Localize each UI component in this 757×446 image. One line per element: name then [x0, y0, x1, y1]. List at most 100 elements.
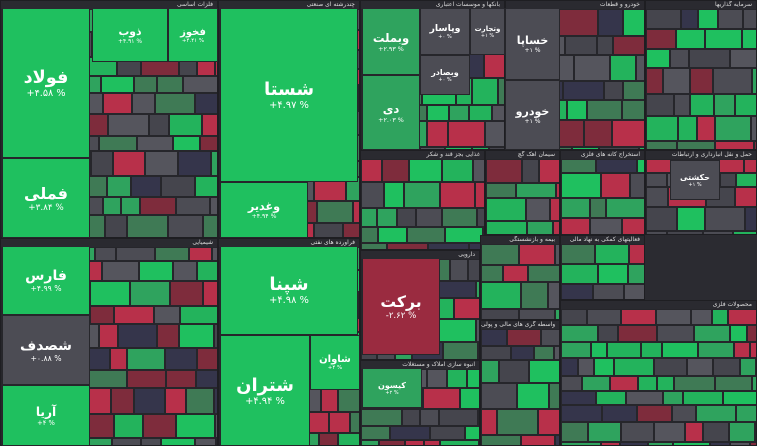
small-tile	[449, 105, 469, 121]
small-tile	[554, 346, 559, 360]
stock-change: +۱ %	[480, 32, 495, 39]
stock-tile[interactable]: وتجارت +۱ %	[470, 8, 505, 55]
small-tile	[620, 442, 648, 445]
small-tile	[549, 383, 559, 409]
stock-tile[interactable]: خودرو +۱ %	[505, 80, 560, 150]
small-tile	[409, 159, 442, 182]
small-tile	[750, 442, 756, 445]
small-tile	[101, 76, 134, 93]
small-tile	[628, 264, 644, 284]
stock-tile[interactable]: وغدیر +۴.۹۴ %	[220, 182, 308, 238]
small-tile	[113, 151, 145, 176]
small-tile	[626, 391, 663, 405]
stock-symbol: وپاسار	[429, 23, 461, 34]
stock-tile[interactable]: آریا +۴ %	[2, 385, 90, 446]
small-tile	[353, 201, 359, 223]
small-tile	[481, 244, 519, 265]
small-tile	[481, 329, 507, 346]
stock-tile[interactable]: فملی +۳.۸۴ %	[2, 158, 90, 238]
small-tile	[114, 306, 154, 324]
stock-tile[interactable]: وبملت +۲.۹۳ %	[362, 8, 420, 75]
small-tile	[416, 208, 442, 227]
sector-title: انبوه سازی املاک و مستغلات	[361, 361, 479, 369]
small-tile	[405, 440, 424, 445]
stock-tile[interactable]: شتران +۴.۹۴ %	[220, 335, 310, 446]
sector-title: شیمیایی	[1, 239, 217, 247]
small-tile	[646, 116, 678, 141]
small-tile	[131, 176, 161, 197]
small-tile	[214, 388, 217, 414]
small-tile	[361, 243, 387, 249]
small-tile	[361, 182, 384, 208]
small-tile	[170, 281, 203, 306]
small-tile	[646, 173, 667, 187]
small-tile	[486, 198, 526, 221]
stock-tile[interactable]: شاوان +۴ %	[310, 335, 360, 390]
small-tile	[390, 426, 430, 440]
small-tile	[694, 325, 730, 342]
stock-tile[interactable]: شستا +۴.۹۷ %	[220, 8, 358, 182]
stock-symbol: حکشتی	[680, 172, 710, 182]
small-tile	[173, 136, 200, 151]
sector-title: غذایی بجز قند و شکر	[361, 151, 484, 159]
stock-change: +۴ %	[37, 418, 55, 427]
small-tile	[329, 412, 350, 433]
stock-change: +۱ %	[524, 118, 541, 125]
small-tile	[590, 218, 622, 234]
stock-tile[interactable]: وبصادر +۰ %	[420, 55, 470, 95]
stock-tile[interactable]: حکشتی +۱ %	[670, 160, 720, 200]
small-tile	[591, 342, 607, 358]
small-tile	[165, 348, 197, 370]
stock-tile[interactable]: شپنا +۴.۹۸ %	[220, 245, 358, 335]
small-tile	[343, 223, 359, 237]
small-tile	[166, 370, 196, 388]
small-tile	[407, 227, 445, 243]
stock-tile[interactable]: کیسون +۲ %	[362, 368, 422, 408]
small-tile	[503, 265, 528, 282]
small-tile	[157, 76, 183, 93]
small-tile	[601, 442, 620, 445]
stock-symbol: دی	[382, 101, 400, 116]
small-tile	[161, 176, 195, 197]
small-tile	[705, 29, 742, 49]
small-tile	[428, 243, 469, 249]
sector-title: خودرو و قطعات	[506, 1, 644, 9]
stock-tile[interactable]: وپاسار +۰ %	[420, 8, 470, 55]
stock-tile[interactable]: برکت -۲.۶۲ %	[362, 258, 440, 355]
stock-tile[interactable]: فخوز +۴.۴۱ %	[168, 8, 218, 62]
small-tile	[527, 221, 553, 234]
small-tile	[590, 198, 606, 218]
small-tile	[663, 68, 690, 94]
stock-tile[interactable]: فولاد +۴.۵۸ %	[2, 8, 90, 158]
small-tile	[751, 116, 756, 141]
small-tile	[742, 29, 756, 49]
small-tile	[747, 325, 756, 342]
stock-tile[interactable]: فارس +۴.۹۹ %	[2, 245, 90, 315]
small-tile	[319, 433, 338, 445]
small-tile	[637, 159, 644, 173]
stock-tile[interactable]: خساپا +۱ %	[505, 8, 560, 80]
sector-title: فعالیتهای کمکی به نهاد مالی	[561, 236, 644, 244]
small-tile	[202, 114, 217, 136]
small-tile	[176, 197, 210, 215]
stock-tile[interactable]: دی +۲.۰۳ %	[362, 75, 420, 150]
small-tile	[690, 94, 714, 116]
small-tile	[622, 100, 644, 120]
small-tile	[596, 159, 637, 173]
small-tile	[481, 383, 517, 409]
small-tile	[614, 358, 654, 376]
small-tile	[134, 76, 157, 93]
small-tile	[145, 151, 178, 176]
stock-symbol: کیسون	[378, 380, 406, 390]
small-tile	[561, 284, 593, 299]
small-tile	[195, 438, 216, 445]
small-tile	[663, 391, 683, 405]
stock-change: +۴ %	[327, 365, 343, 371]
small-tile	[497, 409, 538, 435]
small-tile	[705, 207, 745, 231]
stock-tile[interactable]: شصدف +۰.۸۸ %	[2, 315, 90, 385]
stock-tile[interactable]: ذوب +۴.۹۱ %	[92, 8, 168, 62]
small-tile	[558, 120, 584, 147]
small-tile	[478, 342, 479, 359]
sector-title: فراورده های نفتی	[219, 239, 359, 247]
